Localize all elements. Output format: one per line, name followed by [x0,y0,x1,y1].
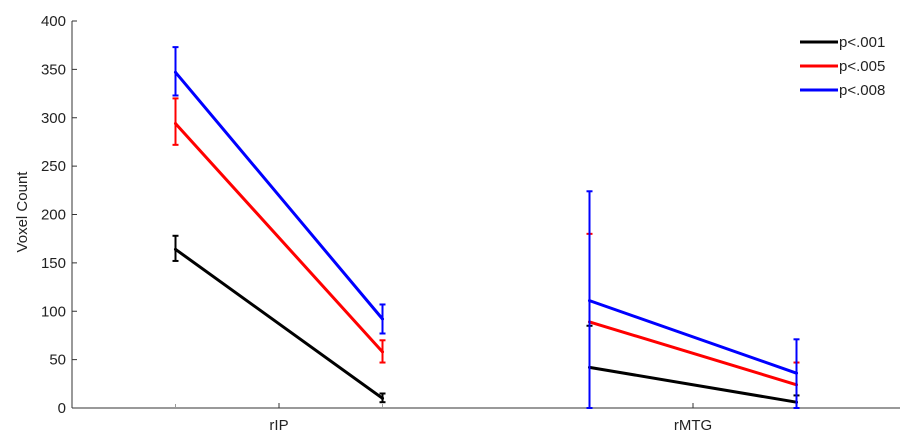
series-line [174,70,384,321]
data-point [381,350,384,354]
data-point [381,317,384,321]
legend-label: p<.005 [839,58,885,75]
y-tick-label: 50 [49,352,66,369]
series-line [174,247,384,400]
legend-label: p<.001 [839,34,885,51]
series-line [174,122,384,354]
y-axis-ticks: 0 50 100 150 200 250 300 350 400 [41,13,77,417]
series-layer [172,46,800,409]
x-tick-label: rIP [269,417,288,434]
y-tick-label: 300 [41,110,66,127]
y-tick-label: 200 [41,207,66,224]
axes [71,21,900,409]
data-point [174,70,177,74]
data-point [381,396,384,400]
data-point [588,299,591,303]
series-line [588,299,798,375]
legend: p<.001 p<.005 p<.008 [800,34,885,99]
y-tick-label: 400 [41,13,66,30]
series-line [588,320,798,387]
x-axis-ticks: rIP rMTG [175,403,797,434]
y-tick-label: 350 [41,61,66,78]
series-line [588,365,798,404]
y-tick-label: 100 [41,303,66,320]
legend-label: p<.008 [839,82,885,99]
y-axis-label: Voxel Count [14,171,31,253]
data-point [174,247,177,251]
y-tick-label: 250 [41,158,66,175]
y-tick-label: 0 [58,400,66,417]
y-tick-label: 150 [41,255,66,272]
x-tick-label: rMTG [674,417,712,434]
data-point [795,371,798,375]
data-point [174,122,177,126]
